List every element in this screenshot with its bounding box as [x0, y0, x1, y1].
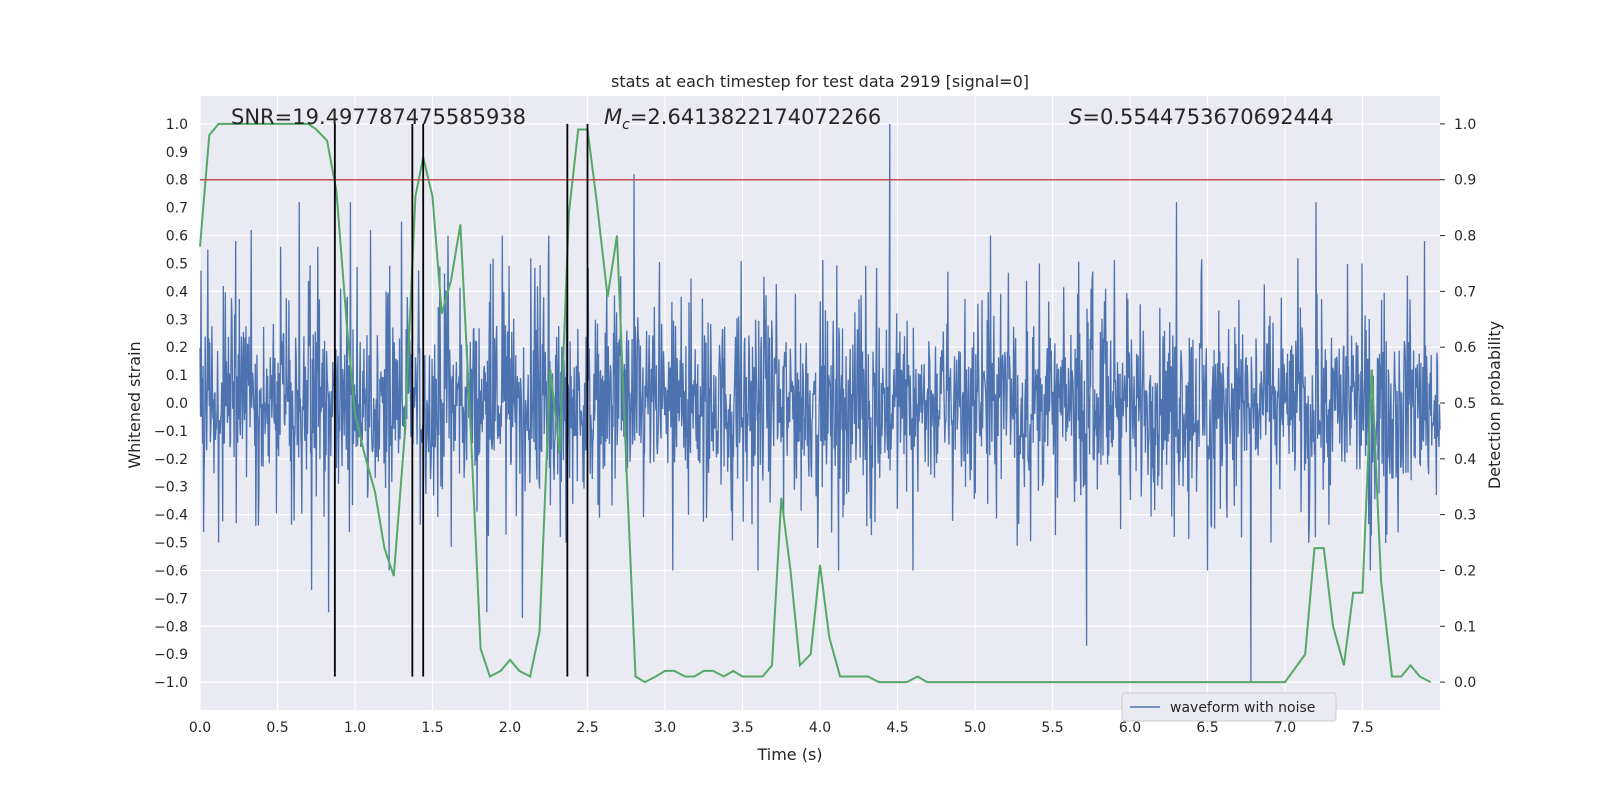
y-tick-label: 0.6	[166, 229, 188, 245]
y-tick-label: −0.2	[154, 452, 188, 468]
y-axis-label-right: Detection probability	[1485, 321, 1504, 489]
mc-annotation: Mc=2.6413822174072266	[604, 105, 881, 133]
x-tick-label: 7.5	[1351, 720, 1373, 736]
y-tick-label: −0.1	[154, 424, 188, 440]
legend: waveform with noise	[1121, 692, 1337, 722]
y-tick-label: −0.8	[154, 619, 188, 635]
chart-title: stats at each timestep for test data 291…	[611, 72, 1029, 91]
y-tick-label: 0.3	[166, 312, 188, 328]
legend-box	[1121, 692, 1337, 722]
y-tick-label: 0.2	[166, 340, 188, 356]
x-tick-label: 5.5	[1041, 720, 1063, 736]
snr-annotation: SNR=19.497787475585938	[231, 105, 526, 129]
s-annotation: S=0.5544753670692444	[1069, 105, 1334, 129]
y-right-tick-label: 0.3	[1454, 508, 1476, 524]
y-right-tick-label: 0.6	[1454, 340, 1476, 356]
y-tick-label: 0.8	[166, 173, 188, 189]
tick-labels: 0.0 0.5 1.0 1.5 2.0 2.5 3.0 3.5 4.0 4.5 5.0 5.5 6.0 6…	[154, 117, 1476, 736]
y-tick-label: −0.6	[154, 563, 188, 579]
y-right-tick-label: 0.2	[1454, 563, 1476, 579]
y-tick-label: 0.9	[166, 145, 188, 161]
y-right-tick-label: 0.8	[1454, 229, 1476, 245]
y-right-tick-label: 0.0	[1454, 675, 1476, 691]
x-tick-label: 6.5	[1196, 720, 1218, 736]
legend-label: waveform with noise	[1170, 700, 1315, 716]
y-tick-label: 0.0	[166, 396, 188, 412]
probability-series	[199, 122, 1432, 684]
x-tick-label: 7.0	[1274, 720, 1296, 736]
probability-line	[199, 122, 1432, 684]
y-right-tick-label: 0.1	[1454, 619, 1476, 635]
y-tick-label: −0.3	[154, 480, 188, 496]
y-tick-label: 0.5	[166, 256, 188, 272]
x-tick-label: 4.0	[809, 720, 831, 736]
y-right-tick-label: 0.4	[1454, 452, 1476, 468]
x-tick-label: 6.0	[1119, 720, 1141, 736]
x-tick-label: 5.0	[964, 720, 986, 736]
x-tick-label: 1.5	[421, 720, 443, 736]
y-tick-label: 0.4	[166, 284, 188, 300]
y-tick-label: −1.0	[154, 675, 188, 691]
y-tick-label: −0.9	[154, 647, 188, 663]
y-tick-label: 0.7	[166, 201, 188, 217]
y-tick-label: −0.5	[154, 536, 188, 552]
y-tick-label: −0.7	[154, 591, 188, 607]
y-right-tick-label: 0.5	[1454, 396, 1476, 412]
y-axis-label: Whitened strain	[125, 341, 144, 468]
y-right-tick-label: 1.0	[1454, 117, 1476, 133]
y-tick-label: −0.4	[154, 508, 188, 524]
x-tick-label: 2.5	[576, 720, 598, 736]
x-tick-label: 3.5	[731, 720, 753, 736]
x-tick-label: 2.0	[499, 720, 521, 736]
y-right-tick-label: 0.7	[1454, 284, 1476, 300]
x-tick-label: 0.0	[189, 720, 211, 736]
x-tick-label: 3.0	[654, 720, 676, 736]
y-right-tick-label: 0.9	[1454, 173, 1476, 189]
y-tick-label: 1.0	[166, 117, 188, 133]
x-axis-label: Time (s)	[756, 745, 822, 764]
x-tick-label: 4.5	[886, 720, 908, 736]
marks	[200, 123, 1440, 677]
y-tick-label: 0.1	[166, 368, 188, 384]
x-tick-label: 0.5	[266, 720, 288, 736]
x-tick-label: 1.0	[344, 720, 366, 736]
